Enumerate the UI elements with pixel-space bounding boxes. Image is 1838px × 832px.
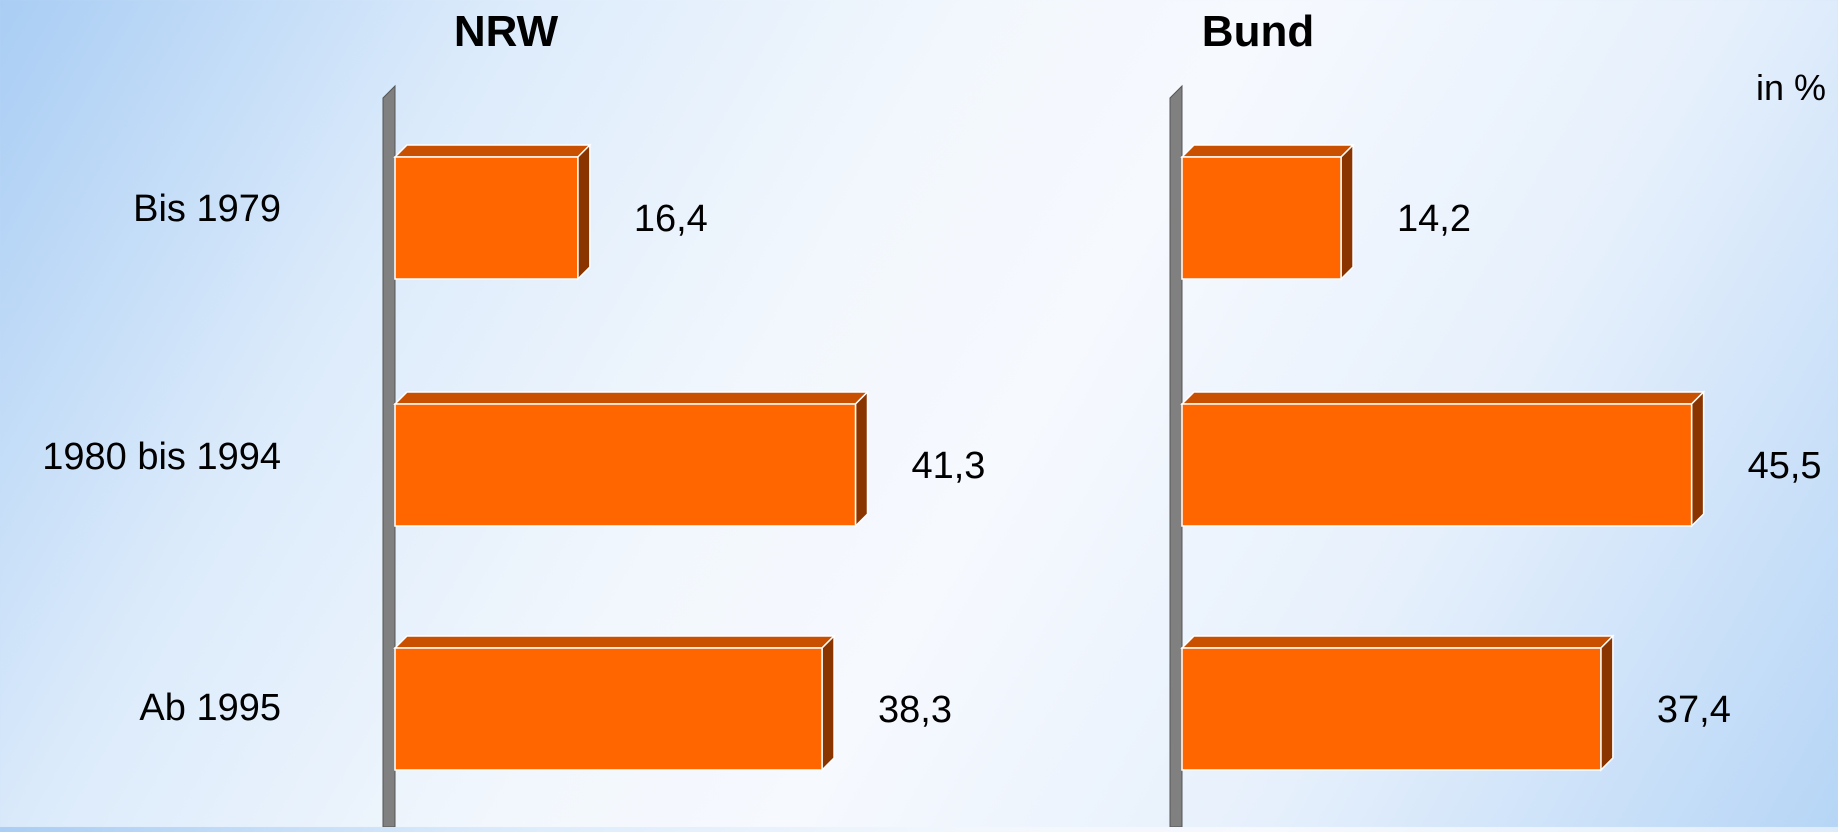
bar-top-face [393,635,836,649]
category-label: 1980 bis 1994 [42,436,281,478]
bar-top-face [1180,635,1615,649]
bar-top-face [1180,144,1355,158]
chart-title-bund: Bund [1202,7,1314,56]
value-label: 37,4 [1657,689,1731,731]
bar-side-face [1340,143,1354,281]
bar [1181,156,1342,280]
bar-top-face [393,144,592,158]
value-label: 16,4 [634,198,708,240]
bar-side-face [1600,634,1614,772]
category-label: Bis 1979 [133,188,281,230]
bar [394,647,823,771]
value-label: 41,3 [911,445,985,487]
axis-bund [1169,84,1183,828]
bar-side-face [577,143,591,281]
value-label: 38,3 [878,689,952,731]
bar-top-face [393,391,870,405]
category-label: Ab 1995 [139,687,281,729]
bar [394,156,579,280]
bar-top-face [1180,391,1706,405]
axis-nrw [382,84,396,828]
bar-side-face [821,634,835,772]
bar [1181,403,1693,527]
bar-side-face [854,390,869,528]
bar [1181,647,1602,771]
value-label: 45,5 [1748,445,1822,487]
bars-layer: 16,4 41,3 38,3 14,2 45,5 37,4 [382,84,1822,828]
bar [394,403,857,527]
unit-label: in % [1756,67,1826,108]
bar-side-face [1690,390,1705,528]
chart-title-nrw: NRW [454,7,559,56]
value-label: 14,2 [1397,198,1471,240]
